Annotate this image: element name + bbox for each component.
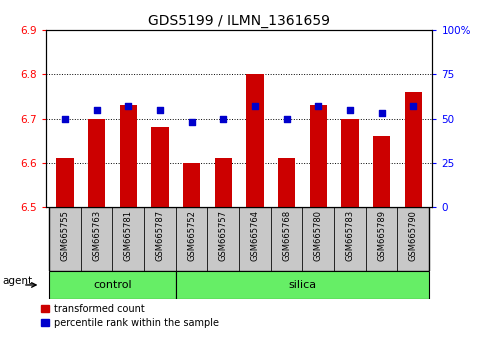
Text: GSM665752: GSM665752: [187, 210, 196, 261]
Bar: [398, 207, 429, 271]
Bar: [302, 207, 334, 271]
Point: [156, 107, 164, 113]
Text: GSM665783: GSM665783: [345, 210, 355, 261]
Point: [283, 116, 290, 121]
Text: GSM665768: GSM665768: [282, 210, 291, 261]
Bar: [341, 119, 359, 207]
Bar: [278, 159, 295, 207]
Point: [346, 107, 354, 113]
Bar: [373, 136, 390, 207]
Point: [410, 103, 417, 109]
Bar: [183, 163, 200, 207]
Point: [378, 110, 385, 116]
Bar: [271, 207, 302, 271]
Bar: [144, 207, 176, 271]
Point: [188, 119, 196, 125]
Bar: [113, 207, 144, 271]
Bar: [246, 74, 264, 207]
Text: silica: silica: [288, 280, 316, 290]
Bar: [176, 271, 429, 299]
Text: GSM665787: GSM665787: [156, 210, 164, 261]
Text: GSM665755: GSM665755: [60, 210, 70, 261]
Text: GSM665763: GSM665763: [92, 210, 101, 261]
Point: [219, 116, 227, 121]
Bar: [88, 119, 105, 207]
Bar: [49, 271, 176, 299]
Text: control: control: [93, 280, 132, 290]
Point: [124, 103, 132, 109]
Title: GDS5199 / ILMN_1361659: GDS5199 / ILMN_1361659: [148, 14, 330, 28]
Bar: [405, 92, 422, 207]
Bar: [366, 207, 398, 271]
Text: GSM665781: GSM665781: [124, 210, 133, 261]
Text: GSM665764: GSM665764: [250, 210, 259, 261]
Bar: [151, 127, 169, 207]
Text: GSM665757: GSM665757: [219, 210, 228, 261]
Point: [314, 103, 322, 109]
Bar: [334, 207, 366, 271]
Bar: [49, 207, 81, 271]
Text: GSM665790: GSM665790: [409, 210, 418, 261]
Bar: [207, 207, 239, 271]
Point: [93, 107, 100, 113]
Bar: [176, 207, 207, 271]
Point: [251, 103, 259, 109]
Legend: transformed count, percentile rank within the sample: transformed count, percentile rank withi…: [41, 304, 219, 328]
Text: GSM665780: GSM665780: [314, 210, 323, 261]
Bar: [310, 105, 327, 207]
Point: [61, 116, 69, 121]
Bar: [214, 159, 232, 207]
Text: agent: agent: [2, 276, 32, 286]
Bar: [56, 159, 73, 207]
Bar: [239, 207, 271, 271]
Bar: [119, 105, 137, 207]
Text: GSM665789: GSM665789: [377, 210, 386, 261]
Bar: [81, 207, 113, 271]
